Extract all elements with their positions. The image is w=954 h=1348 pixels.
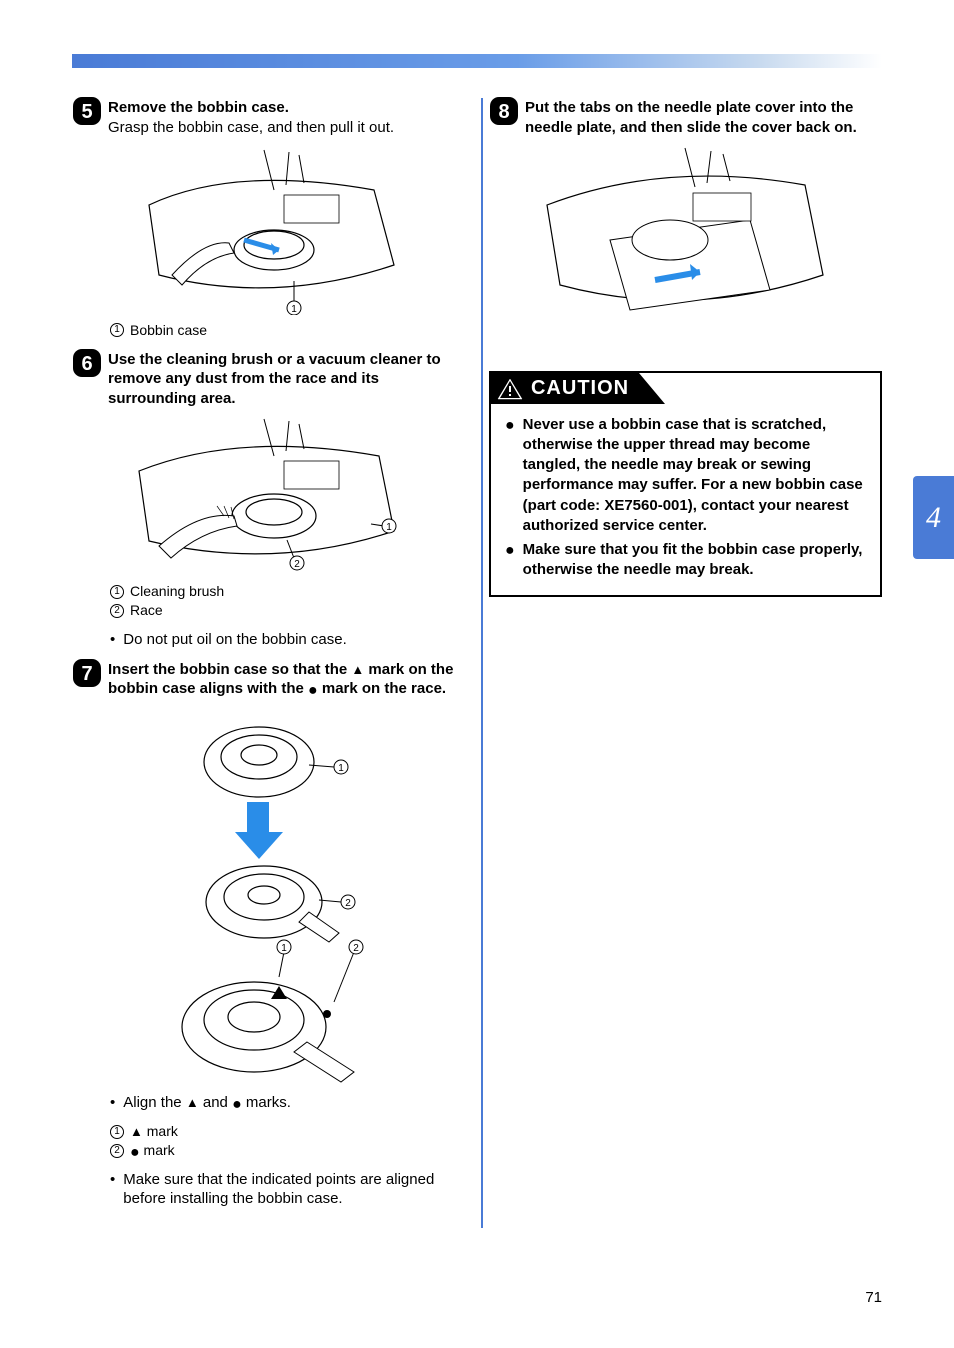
- svg-text:1: 1: [291, 304, 297, 315]
- chapter-tab: 4: [913, 476, 954, 559]
- svg-text:6: 6: [81, 353, 92, 375]
- chapter-number: 4: [926, 501, 941, 535]
- caution-text: Never use a bobbin case that is scratche…: [523, 415, 866, 537]
- svg-text:1: 1: [386, 522, 392, 533]
- header-accent-bar: [72, 54, 882, 68]
- legend-number: 2: [110, 1144, 124, 1158]
- note-text: Align the ▲ and ● marks.: [123, 1093, 291, 1113]
- legend-number: 1: [110, 585, 124, 599]
- step-6: 6 Use the cleaning brush or a vacuum cle…: [72, 350, 465, 409]
- caution-list: ● Never use a bobbin case that is scratc…: [491, 405, 880, 581]
- page-content: 5 Remove the bobbin case. Grasp the bobb…: [72, 98, 882, 1228]
- diagram-step-5: 1: [134, 145, 404, 315]
- step-badge-5: 5: [72, 96, 102, 126]
- legend-item: 1 Cleaning brush: [110, 582, 465, 601]
- step-6-text: Use the cleaning brush or a vacuum clean…: [108, 350, 465, 409]
- left-column: 5 Remove the bobbin case. Grasp the bobb…: [72, 98, 465, 1228]
- caution-box: CAUTION ● Never use a bobbin case that i…: [489, 371, 882, 597]
- step-badge-8: 8: [489, 96, 519, 126]
- step-8-title: Put the tabs on the needle plate cover i…: [525, 99, 857, 136]
- step-7-legend: 1 ▲ mark 2 ● mark: [110, 1122, 465, 1160]
- legend-item: 2 Race: [110, 601, 465, 620]
- legend-item: 1 Bobbin case: [110, 321, 465, 340]
- legend-label: Race: [130, 601, 163, 620]
- step-5-legend: 1 Bobbin case: [110, 321, 465, 340]
- caution-header: CAUTION: [491, 373, 639, 404]
- note-text: Do not put oil on the bobbin case.: [123, 630, 347, 650]
- step-5-title: Remove the bobbin case.: [108, 99, 289, 116]
- legend-label: ▲ mark: [130, 1122, 178, 1141]
- step-7-title: Insert the bobbin case so that the ▲ mar…: [108, 661, 453, 698]
- step-8: 8 Put the tabs on the needle plate cover…: [489, 98, 882, 137]
- bullet-dot: •: [110, 630, 115, 650]
- legend-label: Bobbin case: [130, 321, 207, 340]
- right-column: 8 Put the tabs on the needle plate cover…: [489, 98, 882, 1228]
- diagram-step-8: [535, 145, 835, 345]
- step-6-legend: 1 Cleaning brush 2 Race: [110, 582, 465, 620]
- legend-item: 2 ● mark: [110, 1141, 465, 1160]
- caution-label: CAUTION: [531, 377, 629, 400]
- legend-item: 1 ▲ mark: [110, 1122, 465, 1141]
- note-text: Make sure that the indicated points are …: [123, 1170, 465, 1209]
- step-7-text: Insert the bobbin case so that the ▲ mar…: [108, 660, 465, 699]
- caution-item: ● Never use a bobbin case that is scratc…: [505, 415, 866, 537]
- step-6-title: Use the cleaning brush or a vacuum clean…: [108, 351, 441, 407]
- svg-text:8: 8: [498, 101, 509, 123]
- step-7-note2: • Make sure that the indicated points ar…: [110, 1170, 465, 1209]
- step-5-text: Remove the bobbin case. Grasp the bobbin…: [108, 98, 394, 137]
- bullet-dot: •: [110, 1170, 115, 1209]
- bullet-dot: •: [110, 1093, 115, 1113]
- diagram-step-6: 1 2: [129, 416, 409, 576]
- legend-label: Cleaning brush: [130, 582, 224, 601]
- step-badge-6: 6: [72, 348, 102, 378]
- legend-number: 1: [110, 323, 124, 337]
- legend-number: 2: [110, 604, 124, 618]
- svg-text:1: 1: [281, 943, 287, 954]
- svg-text:2: 2: [353, 943, 359, 954]
- step-8-text: Put the tabs on the needle plate cover i…: [525, 98, 882, 137]
- svg-text:7: 7: [81, 663, 92, 685]
- legend-label: ● mark: [130, 1141, 175, 1160]
- caution-text: Make sure that you fit the bobbin case p…: [523, 540, 866, 581]
- step-5-desc: Grasp the bobbin case, and then pull it …: [108, 119, 394, 136]
- step-7-note1: • Align the ▲ and ● marks.: [110, 1093, 465, 1113]
- svg-text:2: 2: [294, 559, 300, 570]
- page-number: 71: [865, 1289, 882, 1306]
- column-divider: [481, 98, 483, 1228]
- svg-text:5: 5: [81, 101, 92, 123]
- diagram-step-7: 1 2 1 2: [129, 707, 409, 1087]
- bullet-dot: ●: [505, 415, 515, 537]
- step-badge-7: 7: [72, 658, 102, 688]
- step-6-note: • Do not put oil on the bobbin case.: [110, 630, 465, 650]
- svg-text:2: 2: [345, 898, 351, 909]
- svg-text:1: 1: [338, 763, 344, 774]
- step-7: 7 Insert the bobbin case so that the ▲ m…: [72, 660, 465, 699]
- warning-icon: [497, 378, 523, 400]
- legend-number: 1: [110, 1125, 124, 1139]
- bullet-dot: ●: [505, 540, 515, 581]
- step-5: 5 Remove the bobbin case. Grasp the bobb…: [72, 98, 465, 137]
- caution-item: ● Make sure that you fit the bobbin case…: [505, 540, 866, 581]
